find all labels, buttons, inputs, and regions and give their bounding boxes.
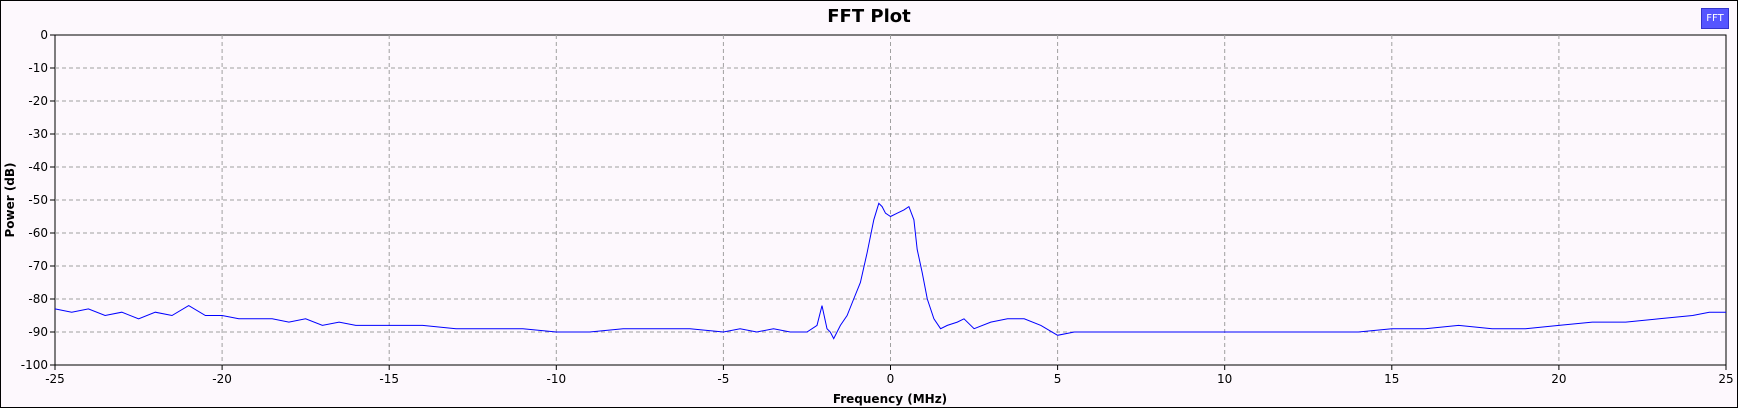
x-tick-label: 10 [1217,372,1232,386]
y-tick-label: -10 [28,61,48,75]
y-tick-label: -100 [21,358,48,372]
fft-trace [54,202,1726,340]
x-tick-label: -25 [45,372,65,386]
legend-fft[interactable]: FFT [1701,8,1729,29]
y-tick-label: -50 [28,193,48,207]
x-axis-label: Frequency (MHz) [833,392,947,406]
y-axis-label: Power (dB) [3,162,17,237]
y-tick-label: -80 [28,292,48,306]
x-tick-label: 25 [1718,372,1733,386]
x-tick-label: 5 [1054,372,1062,386]
y-tick-label: -90 [28,325,48,339]
y-axis: 0 -10 -20 -30 -40 -50 -60 -70 -80 -90 -100 [21,28,55,372]
x-tick-label: -10 [546,372,566,386]
x-axis: -25 -20 -15 -10 -5 0 5 10 15 20 25 [45,365,1734,386]
x-tick-label: 0 [887,372,895,386]
y-tick-label: -40 [28,160,48,174]
legend-label: FFT [1706,13,1724,24]
y-tick-label: -60 [28,226,48,240]
y-tick-label: -30 [28,127,48,141]
grid [55,35,1726,365]
x-tick-label: -5 [717,372,729,386]
chart-title: FFT Plot [827,6,911,27]
x-tick-label: 20 [1551,372,1566,386]
x-tick-label: 15 [1384,372,1399,386]
x-tick-label: -20 [212,372,232,386]
y-tick-label: -70 [28,259,48,273]
x-tick-label: -15 [379,372,399,386]
y-tick-label: 0 [40,28,48,42]
y-tick-label: -20 [28,94,48,108]
